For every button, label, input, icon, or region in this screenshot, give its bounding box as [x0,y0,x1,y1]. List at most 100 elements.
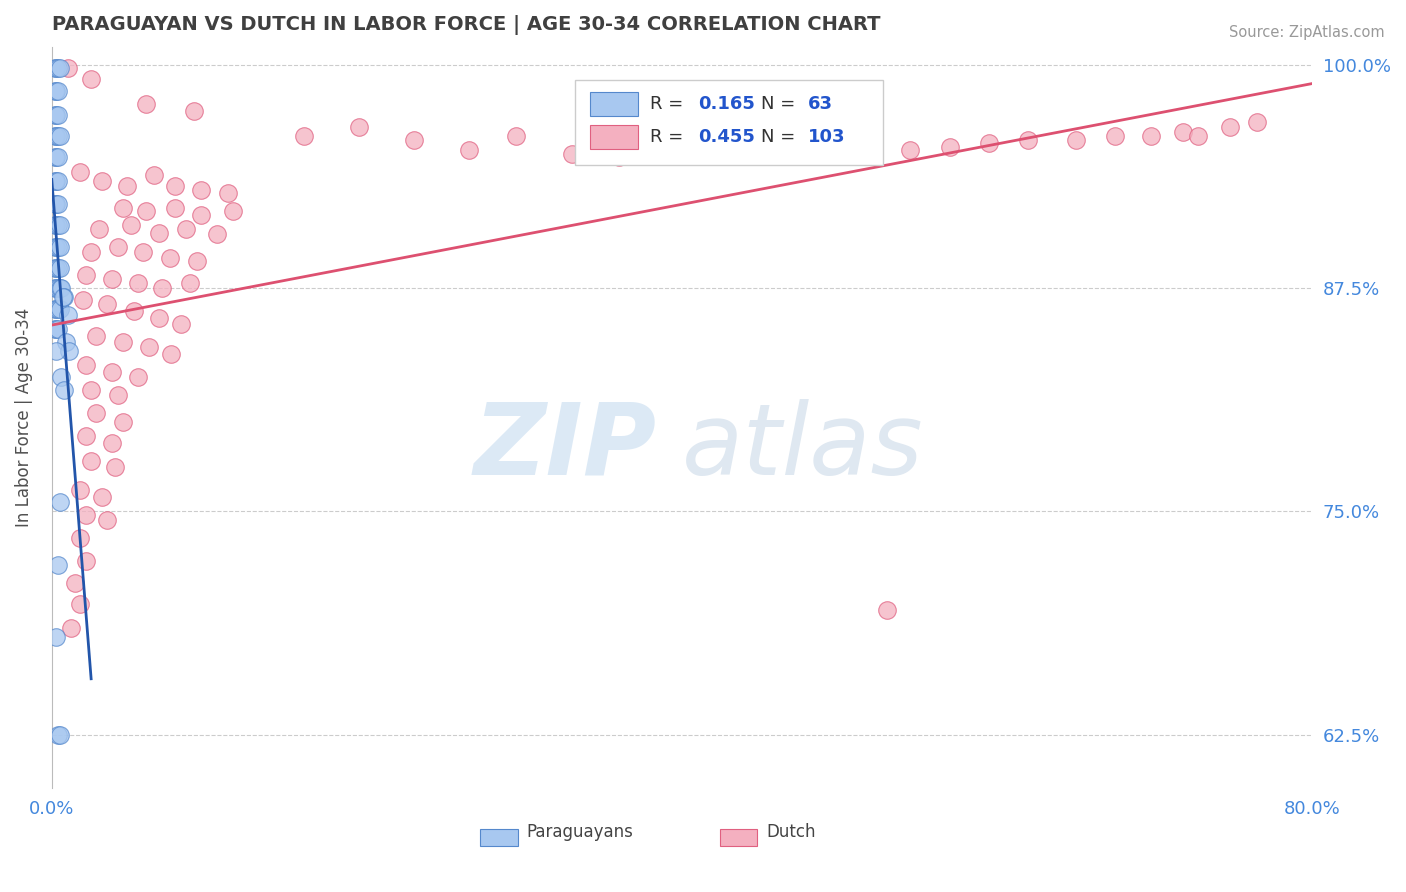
Point [46,107,69,121]
Point [111,334,134,349]
Y-axis label: In Labor Force | Age 30-34: In Labor Force | Age 30-34 [15,308,32,527]
Point [1171,125,1194,139]
Point [75,268,97,283]
Point [48,728,70,742]
Point [53,290,76,304]
Point [46,728,69,742]
Point [44,84,66,98]
Point [1219,120,1241,134]
Point [44,151,66,165]
Point [69,165,91,179]
Point [45,197,67,211]
Point [46,261,69,276]
Point [48,240,70,254]
Point [100,272,122,286]
Text: Dutch: Dutch [766,823,815,841]
Point [44,302,66,317]
Point [46,129,69,144]
Point [163,179,186,194]
Text: N =: N = [761,95,796,112]
Point [48,219,70,233]
Text: 63: 63 [808,95,832,112]
Point [647,144,669,158]
Point [217,186,239,201]
Text: R =: R = [651,128,683,146]
Point [170,317,193,331]
Point [1140,129,1163,144]
FancyBboxPatch shape [591,125,638,149]
Point [561,147,583,161]
Point [45,281,67,295]
Point [51,370,73,384]
Point [84,406,107,420]
Point [59,621,82,635]
Point [1064,133,1087,147]
Point [65,575,87,590]
Point [48,261,70,276]
Point [127,276,149,290]
Point [56,61,79,75]
Point [148,226,170,240]
Point [69,483,91,497]
Point [505,129,527,144]
Point [183,103,205,118]
Point [190,183,212,197]
Point [75,358,97,372]
Point [56,308,79,322]
Point [75,429,97,443]
Text: Source: ZipAtlas.com: Source: ZipAtlas.com [1229,25,1385,40]
Point [45,240,67,254]
Point [96,297,118,311]
Point [46,219,69,233]
Point [45,302,67,317]
Point [977,136,1000,151]
Point [150,281,173,295]
Point [104,459,127,474]
Point [45,61,67,75]
Point [292,129,315,144]
Point [222,204,245,219]
Point [45,630,67,644]
Point [122,304,145,318]
Point [44,129,66,144]
Point [80,383,103,397]
Point [111,415,134,429]
Point [758,144,780,158]
Point [190,208,212,222]
Point [46,302,69,317]
Point [46,174,69,188]
Text: ZIP: ZIP [474,399,657,496]
Point [107,240,129,254]
Point [45,129,67,144]
Point [75,554,97,568]
Point [44,197,66,211]
Point [46,84,69,98]
Point [48,129,70,144]
Point [44,219,66,233]
Point [127,370,149,384]
Point [91,490,114,504]
Point [46,61,69,75]
Text: 103: 103 [808,128,845,146]
Point [69,598,91,612]
Point [55,334,77,349]
Point [75,508,97,522]
FancyBboxPatch shape [720,830,758,846]
Point [111,201,134,215]
Point [44,322,66,336]
Point [48,495,70,509]
Point [58,343,80,358]
Point [135,96,157,111]
Point [347,120,370,134]
Point [44,61,66,75]
Point [80,245,103,260]
Point [938,140,960,154]
Point [117,179,139,194]
FancyBboxPatch shape [575,80,883,165]
Point [52,290,75,304]
Text: 0.165: 0.165 [699,95,755,112]
Point [1187,129,1209,144]
Point [53,383,76,397]
Point [402,133,425,147]
Point [132,245,155,260]
